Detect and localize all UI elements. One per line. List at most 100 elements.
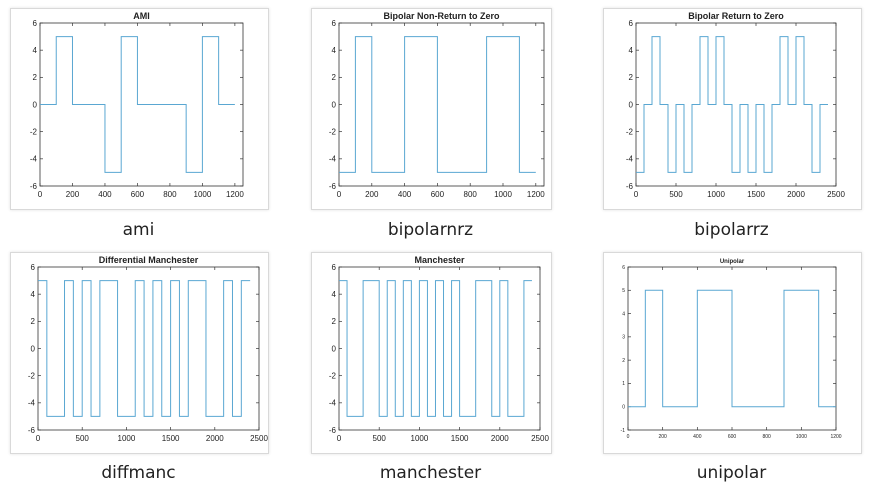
series-line <box>38 280 251 417</box>
y-tick-label: -6 <box>626 182 634 191</box>
x-tick-label: 600 <box>431 190 445 199</box>
chart-bipolarnrz: Bipolar Non-Return to Zero 0 200 400 600 800 1… <box>329 11 545 199</box>
x-tick-label: 2000 <box>206 434 224 443</box>
y-tick-label: -2 <box>329 127 337 136</box>
chart-title: Bipolar Non-Return to Zero <box>384 11 500 21</box>
x-tick-label: 400 <box>98 190 112 199</box>
x-tick-label: 2500 <box>250 434 268 443</box>
y-tick-label: 3 <box>622 335 625 341</box>
x-tick-label: 1000 <box>494 190 512 199</box>
y-tick-label: 5 <box>622 288 625 294</box>
series-line <box>628 289 836 408</box>
y-tick-label: 0 <box>332 100 337 109</box>
y-tick-label: 0 <box>622 404 625 410</box>
x-tick-label: 1200 <box>226 190 244 199</box>
chart-ami: AMI 0 200 400 600 800 1000 1200 -6 -4 -2 0 2 4 6 <box>30 11 244 199</box>
x-tick-label: 0 <box>36 434 41 443</box>
chart-frame-bipolarnrz: Bipolar Non-Return to Zero 0 200 400 600 800 1… <box>311 8 552 210</box>
y-tick-label: 0 <box>31 344 36 353</box>
x-tick-label: 1500 <box>747 190 765 199</box>
x-tick-label: 0 <box>337 190 342 199</box>
chart-title: Bipolar Return to Zero <box>688 11 784 21</box>
plot-area <box>37 266 260 431</box>
y-tick-label: -4 <box>28 399 36 408</box>
y-tick-label: 4 <box>33 46 38 55</box>
chart-frame-unipolar: Unipolar 0 200 400 600 800 1000 1200 -1 0 1 2 3 4 5 6 <box>603 252 862 454</box>
chart-manchester: Manchester 0 500 1000 1500 2000 2500 -6 -4 -2 0 2 4 6 <box>329 255 550 443</box>
chart-title: Differential Manchester <box>99 255 199 265</box>
x-tick-label: 0 <box>634 190 639 199</box>
x-tick-label: 500 <box>669 190 683 199</box>
y-tick-label: 4 <box>332 46 337 55</box>
x-tick-label: 0 <box>337 434 342 443</box>
y-tick-label: 2 <box>33 73 38 82</box>
x-tick-label: 2500 <box>531 434 549 443</box>
x-tick-label: 800 <box>163 190 177 199</box>
y-tick-label: 2 <box>332 73 337 82</box>
x-tick-label: 400 <box>693 434 702 440</box>
y-tick-label: -6 <box>28 426 36 435</box>
x-tick-label: 2000 <box>787 190 805 199</box>
x-tick-label: 800 <box>762 434 771 440</box>
y-tick-label: -1 <box>621 428 626 434</box>
y-tick-label: 4 <box>622 311 625 317</box>
x-tick-label: 2000 <box>491 434 509 443</box>
y-tick-label: 6 <box>622 265 625 271</box>
y-tick-label: 1 <box>622 381 625 387</box>
x-tick-label: 600 <box>728 434 737 440</box>
chart-frame-manchester: Manchester 0 500 1000 1500 2000 2500 -6 -4 -2 0 2 4 6 <box>311 252 552 454</box>
y-tick-label: 0 <box>33 100 38 109</box>
x-tick-label: 1000 <box>796 434 807 440</box>
caption-manchester: manchester <box>379 463 482 483</box>
caption-ami: ami <box>122 220 155 240</box>
y-tick-label: 2 <box>332 317 337 326</box>
chart-frame-bipolarrz: Bipolar Return to Zero 0 500 1000 1500 2000 25… <box>603 8 862 210</box>
x-tick-label: 1200 <box>830 434 841 440</box>
y-tick-label: 6 <box>332 19 337 28</box>
x-tick-label: 2500 <box>827 190 845 199</box>
y-tick-label: 6 <box>31 263 36 272</box>
y-tick-label: 4 <box>332 290 337 299</box>
x-tick-label: 0 <box>38 190 43 199</box>
caption-bipolarnrz: bipolarnrz <box>387 220 474 240</box>
chart-frame-diffmanc: Differential Manchester 0 500 1000 1500 2000 2… <box>10 252 269 454</box>
series-line <box>339 36 536 173</box>
chart-title: Unipolar <box>720 259 745 265</box>
y-tick-label: -6 <box>30 182 38 191</box>
x-tick-label: 600 <box>131 190 145 199</box>
chart-title: AMI <box>133 11 150 21</box>
plot-area <box>338 22 545 187</box>
x-tick-label: 1000 <box>707 190 725 199</box>
chart-frame-ami: AMI 0 200 400 600 800 1000 1200 -6 -4 -2 0 2 4 6 <box>10 8 269 210</box>
x-tick-label: 1000 <box>118 434 136 443</box>
y-tick-label: 6 <box>332 263 337 272</box>
plot-area <box>338 266 541 431</box>
chart-title: Manchester <box>414 255 465 265</box>
y-tick-label: 2 <box>629 73 634 82</box>
x-tick-label: 800 <box>464 190 478 199</box>
y-tick-label: -4 <box>329 155 337 164</box>
y-tick-label: 6 <box>33 19 38 28</box>
y-tick-label: -4 <box>329 399 337 408</box>
x-tick-label: 400 <box>398 190 412 199</box>
x-tick-label: 1000 <box>194 190 212 199</box>
y-tick-label: -4 <box>30 155 38 164</box>
caption-unipolar: unipolar <box>696 463 767 483</box>
y-tick-label: 0 <box>629 100 634 109</box>
y-tick-label: 2 <box>31 317 36 326</box>
y-tick-label: -2 <box>329 371 337 380</box>
x-tick-label: 1500 <box>162 434 180 443</box>
y-tick-label: -2 <box>30 127 38 136</box>
y-tick-label: 4 <box>629 46 634 55</box>
y-tick-label: -4 <box>626 155 634 164</box>
x-tick-label: 1500 <box>451 434 469 443</box>
y-tick-label: 0 <box>332 344 337 353</box>
series-line <box>339 280 532 417</box>
caption-bipolarrz: bipolarrz <box>694 220 769 240</box>
x-tick-label: 200 <box>365 190 379 199</box>
x-tick-label: 200 <box>658 434 667 440</box>
y-tick-label: -6 <box>329 182 337 191</box>
y-tick-label: 2 <box>622 358 625 364</box>
y-tick-label: 4 <box>31 290 36 299</box>
